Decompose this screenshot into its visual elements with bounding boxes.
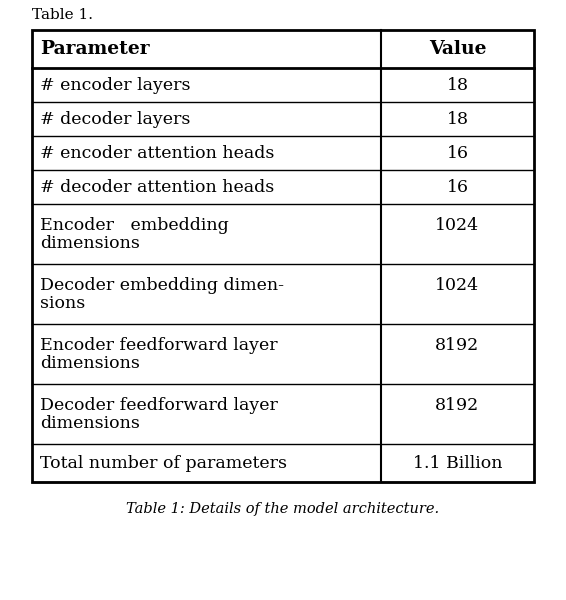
Text: 1024: 1024 xyxy=(435,217,479,235)
Text: dimensions: dimensions xyxy=(40,415,140,433)
Text: # encoder layers: # encoder layers xyxy=(40,76,191,94)
Text: 18: 18 xyxy=(447,76,469,94)
Text: 1.1 Billion: 1.1 Billion xyxy=(413,455,502,472)
Text: Encoder   embedding: Encoder embedding xyxy=(40,217,229,235)
Text: sions: sions xyxy=(40,295,85,313)
Text: Decoder feedforward layer: Decoder feedforward layer xyxy=(40,397,278,415)
Text: # encoder attention heads: # encoder attention heads xyxy=(40,145,275,161)
Text: dimensions: dimensions xyxy=(40,355,140,373)
Text: 16: 16 xyxy=(447,145,469,161)
Text: dimensions: dimensions xyxy=(40,235,140,253)
Text: Parameter: Parameter xyxy=(40,40,149,58)
Text: Table 1.: Table 1. xyxy=(32,8,93,22)
Text: # decoder attention heads: # decoder attention heads xyxy=(40,179,275,196)
Text: Total number of parameters: Total number of parameters xyxy=(40,455,287,472)
Text: Value: Value xyxy=(428,40,486,58)
Text: 8192: 8192 xyxy=(435,337,479,355)
Text: # decoder layers: # decoder layers xyxy=(40,110,190,127)
Text: Encoder feedforward layer: Encoder feedforward layer xyxy=(40,337,278,355)
Text: 1024: 1024 xyxy=(435,277,479,295)
Text: 18: 18 xyxy=(447,110,469,127)
Text: 16: 16 xyxy=(447,179,469,196)
Bar xyxy=(32,30,534,482)
Text: Table 1: Details of the model architecture.: Table 1: Details of the model architectu… xyxy=(126,502,440,516)
Text: Decoder embedding dimen-: Decoder embedding dimen- xyxy=(40,277,284,295)
Text: 8192: 8192 xyxy=(435,397,479,415)
